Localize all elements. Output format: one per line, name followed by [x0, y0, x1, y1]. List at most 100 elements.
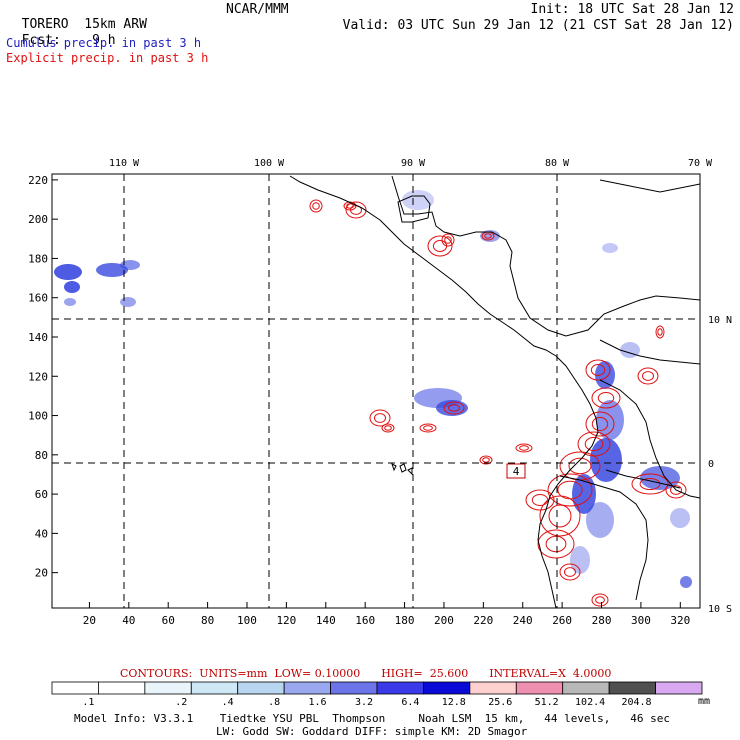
- lat-label: 10 S: [708, 604, 732, 615]
- explicit-precip-contour: [423, 425, 433, 431]
- cumulus-precip-area: [590, 438, 622, 482]
- x-tick-label: 40: [122, 614, 135, 627]
- cumulus-precip-area: [602, 243, 618, 253]
- explicit-precip-contour: [590, 364, 606, 376]
- colorbar-swatch: [608, 681, 656, 695]
- y-tick-label: 40: [35, 527, 48, 540]
- colorbar-label: 6.4: [401, 697, 419, 708]
- explicit-precip-contour: [591, 387, 621, 409]
- y-tick-label: 100: [28, 410, 48, 423]
- explicit-precip-contour: [482, 457, 490, 463]
- colorbar-label: .1: [82, 697, 94, 708]
- colorbar-swatch: [283, 681, 331, 695]
- cumulus-precip-area: [402, 190, 434, 210]
- x-tick-label: 300: [631, 614, 651, 627]
- x-tick-label: 120: [276, 614, 296, 627]
- valid-time: Valid: 03 UTC Sun 29 Jan 12 (21 CST Sat …: [342, 18, 734, 33]
- longitude-labels: 110 W 100 W 90 W 80 W 70 W: [109, 158, 713, 169]
- explicit-precip-contour: [539, 495, 581, 537]
- explicit-precip-contour: [547, 473, 593, 507]
- model-resolution: 15km ARW: [84, 17, 147, 32]
- lon-label: 70 W: [688, 158, 713, 169]
- x-axis-ticks: 20 40 60 80 100 120 140 160 180 200 220 240 260 280 30…: [83, 602, 690, 627]
- coastline-segment: [397, 195, 431, 223]
- cumulus-precip-area: [96, 263, 128, 277]
- explicit-precip-contour: [374, 413, 386, 423]
- cumulus-legend: Cumulus precip. in past 3 h: [6, 36, 202, 50]
- cumulus-precip-area: [64, 298, 76, 306]
- explicit-precip-contour: [525, 489, 555, 511]
- coastline-segment: [559, 475, 649, 601]
- explicit-precip-contour: [595, 596, 605, 604]
- cumulus-precip-area: [64, 281, 80, 293]
- map-frame: [51, 173, 701, 609]
- colorbar-swatch: [655, 681, 703, 695]
- contours-caption: CONTOURS: UNITS=mm LOW= 0.10000 HIGH= 25…: [120, 667, 612, 680]
- x-tick-label: 20: [83, 614, 96, 627]
- explicit-precip-contour: [585, 411, 615, 437]
- cumulus-precip-area: [680, 576, 692, 588]
- lon-label: 90 W: [401, 158, 426, 169]
- colorbar-label: 1.6: [309, 697, 327, 708]
- coastline-segment: [399, 463, 407, 473]
- colorbar-unit: mm: [698, 696, 711, 707]
- x-tick-label: 260: [552, 614, 572, 627]
- explicit-precip-contour: [670, 485, 682, 495]
- explicit-precip-contour: [537, 529, 575, 559]
- explicit-precip-contour: [637, 367, 659, 385]
- cumulus-precip-area: [120, 260, 140, 270]
- x-tick-label: 220: [473, 614, 493, 627]
- x-tick-label: 320: [670, 614, 690, 627]
- explicit-precip-contour: [657, 328, 663, 336]
- cumulus-precip-area: [436, 400, 468, 416]
- lat-label: 10 N: [708, 315, 732, 326]
- colorbar-swatch: [515, 681, 564, 695]
- precip-fields: [54, 190, 692, 607]
- colorbar-swatch: [469, 681, 517, 695]
- y-tick-label: 200: [28, 213, 48, 226]
- y-tick-label: 220: [28, 174, 48, 187]
- explicit-precip-contour: [568, 457, 592, 475]
- explicit-precip-contour: [345, 201, 367, 219]
- explicit-precip-contour: [441, 233, 455, 247]
- colorbar-swatch: [330, 681, 378, 695]
- coastline-segment: [391, 463, 397, 472]
- explicit-precip-contour: [531, 494, 549, 506]
- explicit-precip-contour: [419, 423, 437, 433]
- lon-label: 110 W: [109, 158, 140, 169]
- colorbar-swatch: [190, 681, 239, 695]
- explicit-precip-contour: [591, 416, 609, 432]
- explicit-precip-contour: [597, 392, 615, 404]
- y-tick-label: 80: [35, 449, 48, 462]
- colorbar-swatch: [423, 681, 471, 695]
- coastline-segment: [289, 175, 557, 357]
- y-tick-label: 140: [28, 331, 48, 344]
- explicit-precip-contour: [655, 325, 665, 339]
- contour-label-value: 4: [513, 465, 520, 478]
- explicit-precip-contour: [559, 563, 581, 581]
- explicit-precip-contour: [312, 202, 320, 210]
- lat-label: 0: [708, 459, 714, 470]
- coastlines: [289, 175, 701, 609]
- explicit-precip-contour: [548, 504, 572, 528]
- colorbar-swatch: [562, 681, 610, 695]
- coastline-segment: [391, 175, 701, 337]
- colorbar: .1 .2 .4 .8 1.6 3.2 6.4 12.8 25.6 51.2 102.4 204.8: [51, 681, 703, 708]
- explicit-precip-contour: [584, 436, 604, 452]
- x-tick-label: 60: [162, 614, 175, 627]
- explicit-precip-contour: [479, 455, 493, 465]
- y-tick-label: 60: [35, 488, 48, 501]
- explicit-precip-contour: [443, 401, 465, 415]
- y-tick-label: 180: [28, 252, 48, 265]
- y-tick-label: 20: [35, 567, 48, 580]
- lon-label: 80 W: [545, 158, 570, 169]
- org-label: NCAR/MMM: [226, 2, 289, 17]
- forecast-hour: Fcst: 9 h: [6, 18, 116, 48]
- colorbar-swatch: [237, 681, 285, 695]
- lon-label: 100 W: [254, 158, 285, 169]
- contour-label-box: 4: [506, 463, 526, 479]
- y-tick-label: 160: [28, 292, 48, 305]
- colorbar-label: 3.2: [355, 697, 373, 708]
- y-axis-ticks: 220 200 180 160 140 120 100 80 60 40 20: [28, 174, 58, 580]
- colorbar-label: 204.8: [621, 697, 651, 708]
